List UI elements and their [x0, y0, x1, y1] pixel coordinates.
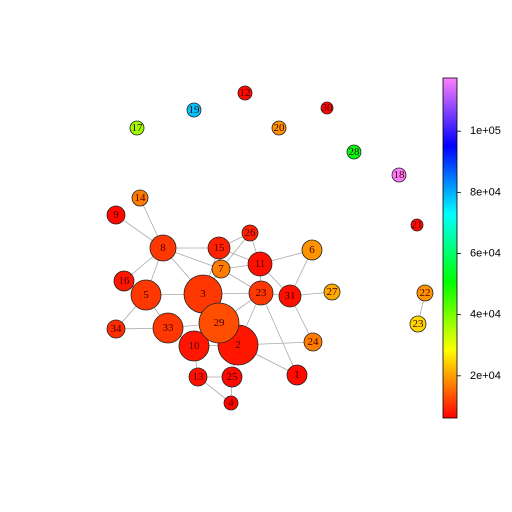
node — [323, 283, 341, 301]
colorbar-tick-label: 1e+05 — [470, 125, 501, 137]
node — [416, 284, 434, 302]
node-label: 20 — [274, 122, 286, 134]
node — [237, 85, 253, 101]
node — [178, 330, 210, 362]
node-label: 12 — [240, 87, 251, 99]
node-label: 14 — [135, 192, 147, 204]
node-label: 23 — [256, 287, 268, 299]
node-label: 11 — [255, 258, 266, 270]
node — [320, 101, 334, 115]
node — [248, 280, 274, 306]
node-label: 23 — [413, 318, 425, 330]
node — [113, 270, 135, 292]
node-label: 13 — [193, 371, 205, 383]
node — [211, 259, 231, 279]
nodes: 1234567891011121314151617181920212223242… — [106, 85, 434, 411]
node-label: 30 — [322, 102, 334, 114]
colorbar-tick-label: 6e+04 — [470, 248, 501, 260]
colorbar-tick-label: 4e+04 — [470, 309, 501, 321]
node — [223, 395, 239, 411]
colorbar-tick-label: 8e+04 — [470, 186, 501, 198]
node — [129, 120, 145, 136]
node — [303, 332, 323, 352]
node — [207, 236, 231, 260]
node — [301, 239, 323, 261]
node-label: 29 — [214, 317, 226, 329]
edge — [260, 292, 298, 376]
node — [221, 366, 243, 388]
node-label: 15 — [214, 242, 226, 254]
node-label: 28 — [349, 146, 361, 158]
node-label: 22 — [420, 287, 431, 299]
node — [186, 102, 202, 118]
node — [278, 284, 302, 308]
node — [106, 205, 126, 225]
node-label: 33 — [163, 322, 175, 334]
node — [410, 218, 424, 232]
node-label: 2 — [235, 339, 241, 351]
node-label: 9 — [113, 209, 119, 221]
node-label: 3 — [200, 288, 206, 300]
node-label: 16 — [119, 275, 131, 287]
node-label: 5 — [143, 289, 149, 301]
node — [286, 364, 308, 386]
colorbar-axis: 2e+04 4e+04 6e+04 8e+04 1e+05 — [457, 125, 501, 382]
colorbar-tick-label: 2e+04 — [470, 370, 501, 382]
node — [188, 367, 208, 387]
node — [198, 302, 240, 344]
node-label: 26 — [245, 227, 257, 239]
node — [130, 279, 162, 311]
node — [152, 312, 184, 344]
node-label: 8 — [160, 242, 166, 254]
colorbar — [442, 77, 458, 419]
node-label: 10 — [189, 340, 201, 352]
node — [391, 167, 407, 183]
node-label: 21 — [412, 219, 423, 231]
node-label: 24 — [308, 336, 320, 348]
node-label: 17 — [132, 122, 144, 134]
node — [247, 251, 273, 277]
node-label: 6 — [309, 244, 315, 256]
node — [271, 120, 287, 136]
node-label: 4 — [228, 397, 234, 409]
node-label: 7 — [218, 263, 224, 275]
node-label: 1 — [294, 369, 300, 381]
node — [149, 234, 177, 262]
node-label: 25 — [227, 371, 239, 383]
node — [106, 319, 126, 339]
node-label: 34 — [111, 323, 123, 335]
node-label: 18 — [394, 169, 406, 181]
node — [241, 224, 259, 242]
node-label: 27 — [327, 286, 339, 298]
node-label: 19 — [189, 104, 201, 116]
node — [131, 189, 149, 207]
node-label: 31 — [285, 290, 296, 302]
node — [409, 315, 427, 333]
node — [346, 144, 362, 160]
